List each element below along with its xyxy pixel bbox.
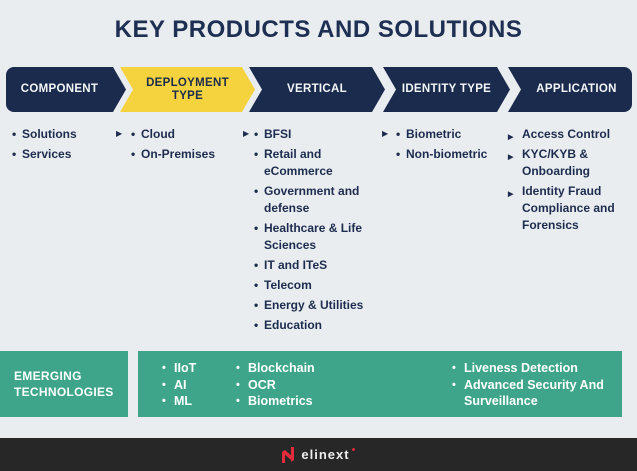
list-item: IT and ITeS	[254, 257, 380, 274]
list-item: Biometric	[396, 126, 502, 143]
stage-arrow-deployment-type: DEPLOYMENT TYPE	[120, 67, 255, 112]
list-item: Biometrics	[236, 393, 356, 410]
list-item: Healthcare & Life Sciences	[254, 220, 380, 254]
list-item: Access Control	[508, 126, 632, 146]
flow-arrow-icon: ▶	[243, 129, 250, 138]
emerging-technologies-text: EMERGING TECHNOLOGIES	[14, 369, 114, 399]
application-list: Access Control KYC/KYB & Onboarding Iden…	[508, 126, 632, 237]
list-item: Liveness Detection	[452, 360, 604, 377]
stage-arrow-application: APPLICATION	[508, 67, 632, 112]
list-item: OCR	[236, 377, 356, 394]
list-item: Services	[12, 146, 114, 163]
stage-arrow-component: COMPONENT	[6, 67, 126, 112]
deployment-type-list: Cloud On-Premises	[131, 126, 239, 166]
list-item: Identity Fraud Compliance and Forensics	[508, 183, 632, 234]
identity-type-list: Biometric Non-biometric	[396, 126, 502, 166]
flow-arrow-icon: ▶	[382, 129, 389, 138]
list-item: Advanced Security And Surveillance	[452, 377, 604, 410]
list-item: AI	[162, 377, 196, 394]
emerging-group-1: IIoT AI ML	[162, 360, 196, 410]
emerging-group-2: Blockchain OCR Biometrics	[236, 360, 356, 410]
stage-arrow-label: APPLICATION	[536, 83, 617, 95]
page-title: KEY PRODUCTS AND SOLUTIONS	[114, 16, 523, 43]
stage-arrow-label: COMPONENT	[20, 83, 99, 95]
emerging-technologies-panel: IIoT AI ML Blockchain OCR Biometrics Liv…	[138, 351, 622, 417]
stage-arrow-identity-type: IDENTITY TYPE	[383, 67, 510, 112]
list-item: Energy & Utilities	[254, 297, 380, 314]
stage-arrow-vertical: VERTICAL	[249, 67, 385, 112]
footer-bar: elinext	[0, 438, 637, 471]
list-item: Non-biometric	[396, 146, 502, 163]
list-item: Telecom	[254, 277, 380, 294]
list-item: KYC/KYB & Onboarding	[508, 146, 632, 180]
stage-arrow-label: DEPLOYMENT TYPE	[146, 76, 229, 102]
emerging-technologies-label: EMERGING TECHNOLOGIES	[0, 351, 128, 417]
list-item: Blockchain	[236, 360, 356, 377]
vertical-list: BFSI Retail and eCommerce Government and…	[254, 126, 380, 337]
flow-arrow-icon: ▶	[116, 129, 123, 138]
list-item: BFSI	[254, 126, 380, 143]
list-item: IIoT	[162, 360, 196, 377]
list-item: Retail and eCommerce	[254, 146, 380, 180]
elinext-logo-text: elinext	[301, 447, 350, 462]
elinext-logo-icon	[282, 446, 295, 463]
emerging-group-3: Liveness Detection Advanced Security And…	[452, 360, 604, 410]
stage-arrow-label: IDENTITY TYPE	[401, 83, 492, 95]
list-item: On-Premises	[131, 146, 239, 163]
list-item: Solutions	[12, 126, 114, 143]
stage-arrow-label: VERTICAL	[287, 83, 347, 95]
list-item: Government and defense	[254, 183, 380, 217]
list-item: Cloud	[131, 126, 239, 143]
list-item: Education	[254, 317, 380, 334]
logo-accent-dot	[351, 448, 355, 451]
list-item: ML	[162, 393, 196, 410]
component-list: Solutions Services	[12, 126, 114, 166]
